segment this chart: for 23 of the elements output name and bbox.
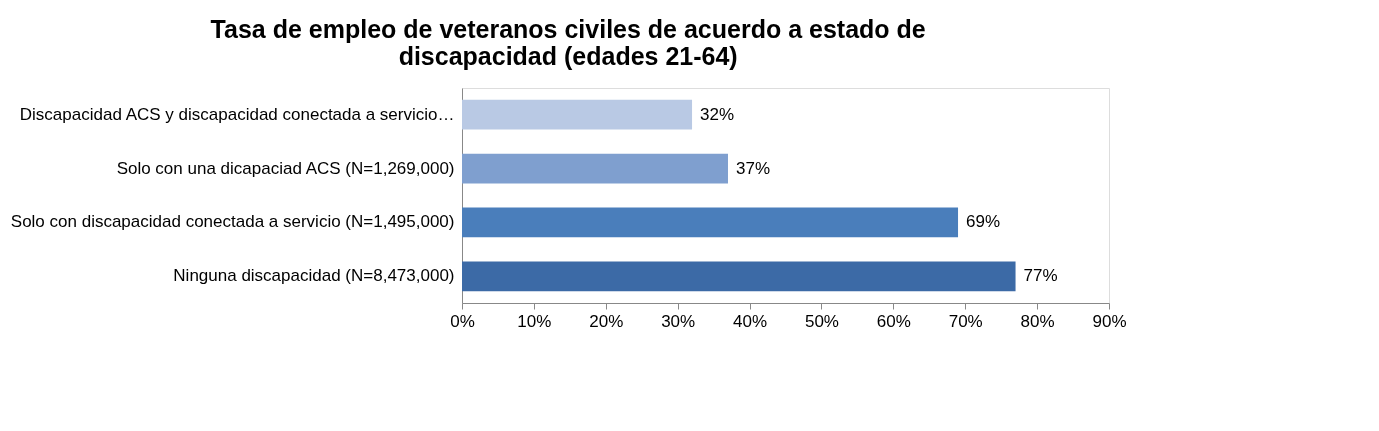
y-tick-label: Ninguna discapacidad (N=8,473,000) xyxy=(173,266,455,286)
y-tick-label: Solo con discapacidad conectada a servicio (N=1,495,000) xyxy=(10,212,455,232)
x-tick-label: 40% xyxy=(733,311,768,331)
x-tick-label: 50% xyxy=(804,311,839,331)
x-tick-label: 30% xyxy=(661,311,696,331)
y-tick-label: Solo con una dicapaciad ACS (N=1,269,000) xyxy=(116,158,455,178)
bar xyxy=(462,261,1016,292)
data-label: 77% xyxy=(1023,266,1058,286)
x-tick-label: 60% xyxy=(876,311,911,331)
data-label: 32% xyxy=(700,104,735,124)
x-tick-label: 90% xyxy=(1092,311,1127,331)
chart-title: Tasa de empleo de veteranos civiles de acuerdo a estado de discapacidad (edades 21-64) xyxy=(210,15,926,70)
bar xyxy=(462,153,728,184)
x-tick-label: 20% xyxy=(589,311,624,331)
data-label: 37% xyxy=(735,158,771,178)
x-tick-label: 10% xyxy=(517,311,552,331)
data-label: 69% xyxy=(966,212,1001,232)
x-tick-label: 80% xyxy=(1020,311,1055,331)
x-tick-label: 0% xyxy=(450,311,475,331)
bar xyxy=(462,99,693,130)
bar xyxy=(462,207,959,238)
y-tick-label: Discapacidad ACS y discapacidad conectada a servicio… xyxy=(19,104,455,124)
x-tick-label: 70% xyxy=(948,311,983,331)
